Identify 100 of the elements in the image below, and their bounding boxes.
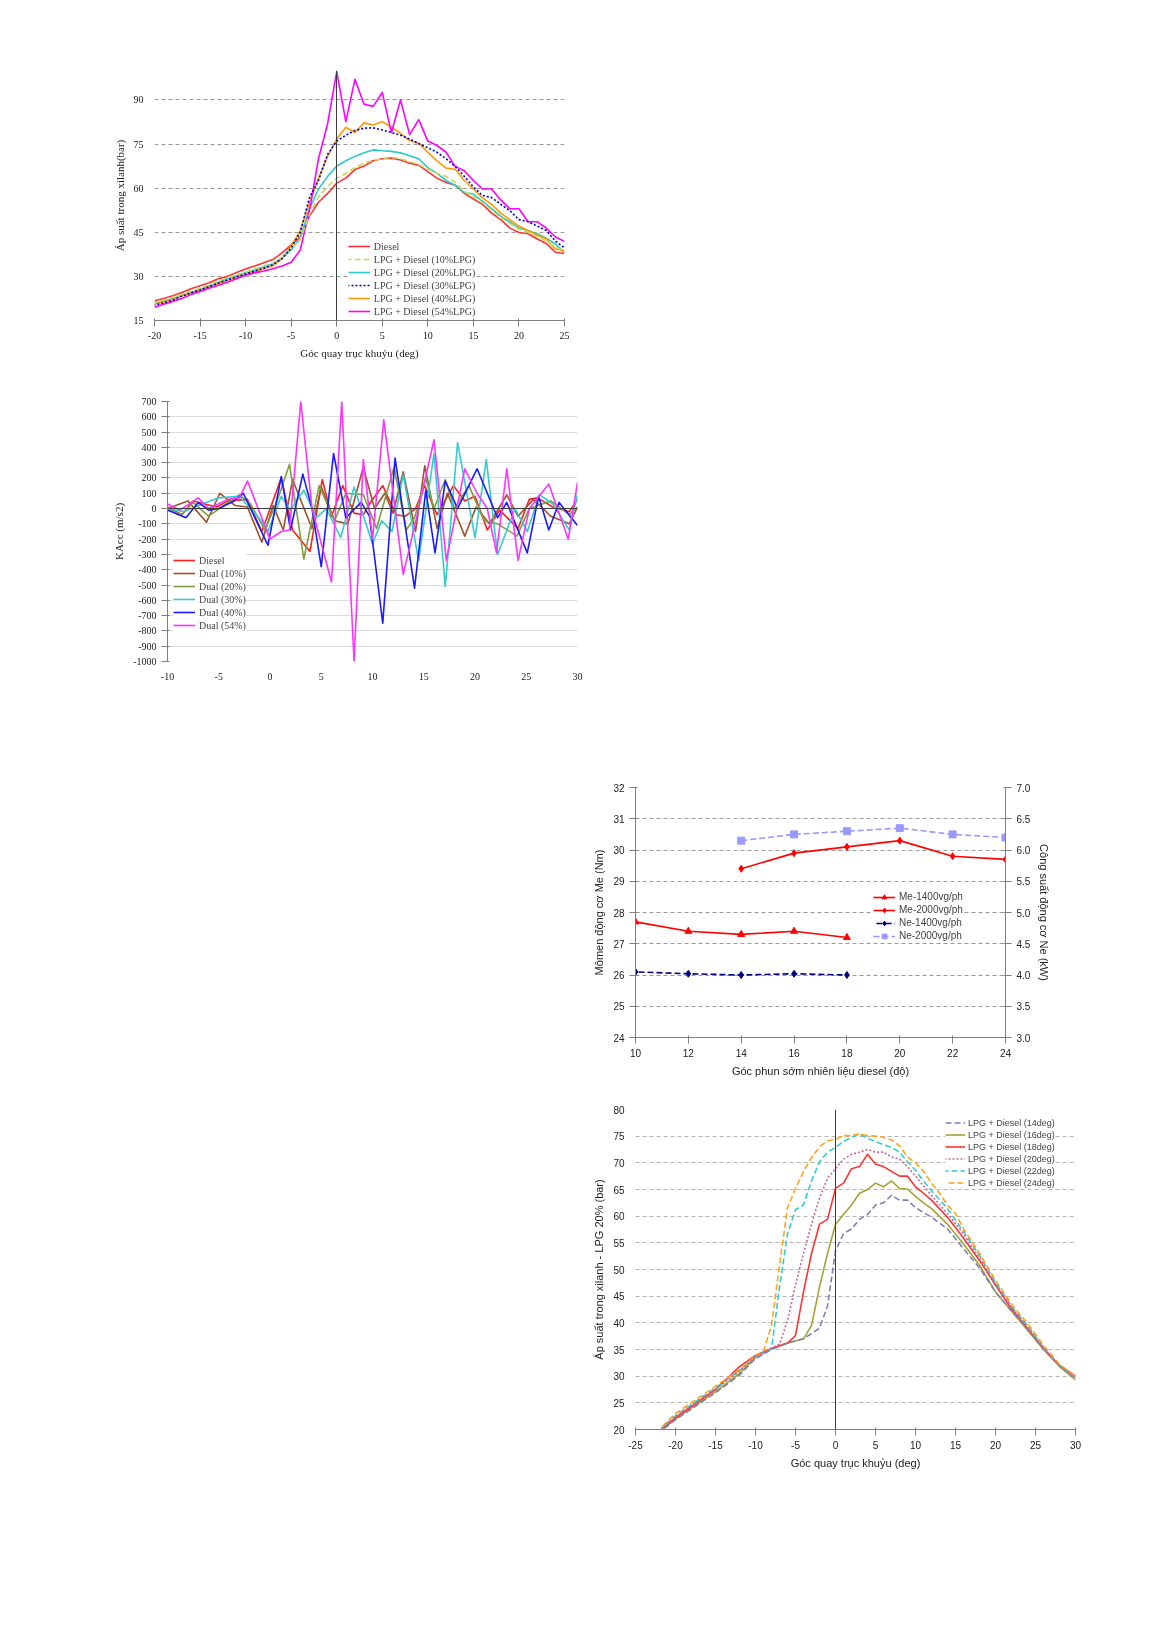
y-tick-label: -900 bbox=[138, 640, 157, 652]
x-tick-label: 0 bbox=[832, 1439, 839, 1451]
y-tick-label: 80 bbox=[613, 1104, 625, 1116]
y-tick-label: 65 bbox=[613, 1184, 625, 1196]
y-tick-label: 30 bbox=[613, 1371, 625, 1383]
y-tick-label: 25 bbox=[613, 1397, 625, 1409]
legend-label: LPG + Diesel (30%LPG) bbox=[373, 279, 476, 291]
y-tick-label: 50 bbox=[613, 1264, 625, 1276]
y-tick-label: 60 bbox=[613, 1211, 625, 1223]
legend-label: LPG + Diesel (18deg) bbox=[968, 1141, 1055, 1152]
y-tick-label: -200 bbox=[138, 533, 157, 545]
legend-label: Dual (10%) bbox=[199, 567, 246, 579]
x-tick-label: 10 bbox=[629, 1047, 642, 1059]
legend-label: Dual (40%) bbox=[199, 606, 246, 618]
x-tick-label: -15 bbox=[708, 1439, 724, 1451]
x-tick-label: 24 bbox=[999, 1047, 1012, 1059]
x-tick-label: 22 bbox=[947, 1047, 959, 1059]
y-tick-label: 75 bbox=[133, 138, 144, 150]
y-tick-label: 70 bbox=[613, 1157, 625, 1169]
y-tick-label: 700 bbox=[141, 396, 157, 407]
legend-label: Dual (30%) bbox=[199, 593, 246, 605]
y-tick-label: -800 bbox=[138, 625, 157, 637]
y-tick-label: 100 bbox=[141, 487, 157, 499]
x-tick-label: 5 bbox=[379, 329, 385, 341]
y2-tick-label: 5.0 bbox=[1016, 907, 1031, 919]
y-tick-label: 26 bbox=[613, 970, 625, 981]
x-tick-label: 25 bbox=[521, 670, 532, 682]
legend-label: LPG + Diesel (24deg) bbox=[968, 1177, 1055, 1188]
legend-label: LPG + Diesel (54%LPG) bbox=[373, 305, 476, 317]
y-tick-label: -500 bbox=[138, 579, 157, 591]
x-tick-label: -5 bbox=[214, 670, 223, 682]
y-tick-label: 300 bbox=[141, 457, 157, 469]
y-axis-title: KAcc (m/s2) bbox=[113, 502, 127, 561]
x-tick-label: -10 bbox=[748, 1439, 764, 1451]
x-tick-label: -15 bbox=[193, 329, 207, 341]
y-tick-label: 40 bbox=[613, 1317, 625, 1329]
y-tick-label: 29 bbox=[613, 876, 625, 888]
y2-tick-label: 6.5 bbox=[1016, 813, 1031, 825]
x-tick-label: 12 bbox=[682, 1047, 695, 1059]
y-tick-label: 90 bbox=[133, 94, 144, 106]
x-tick-label: 0 bbox=[334, 329, 340, 341]
y2-tick-label: 5.5 bbox=[1016, 876, 1031, 888]
y-tick-label: -400 bbox=[138, 564, 157, 576]
y-tick-label: 45 bbox=[613, 1291, 625, 1303]
legend-label: Ne-2000vg/ph bbox=[899, 929, 962, 942]
y-tick-label: -100 bbox=[138, 518, 157, 530]
y-tick-label: 30 bbox=[613, 845, 625, 856]
x-axis-title: Góc quay trục khuỷu (deg) bbox=[300, 346, 420, 360]
x-tick-label: 14 bbox=[735, 1047, 748, 1059]
y-tick-label: -1000 bbox=[133, 656, 157, 667]
legend-label: LPG + Diesel (16deg) bbox=[968, 1129, 1055, 1140]
y-tick-label: 45 bbox=[133, 226, 144, 238]
legend-label: Diesel bbox=[373, 240, 400, 252]
y2-tick-label: 3.5 bbox=[1016, 1001, 1031, 1013]
x-tick-label: -25 bbox=[628, 1439, 644, 1451]
y-tick-label: -300 bbox=[138, 548, 157, 560]
x-tick-label: 20 bbox=[470, 670, 480, 682]
y-tick-label: 200 bbox=[141, 472, 157, 484]
y2-tick-label: 6.0 bbox=[1016, 845, 1031, 856]
x-tick-label: 18 bbox=[841, 1047, 853, 1059]
legend-label: Dual (54%) bbox=[199, 619, 246, 631]
y-tick-label: 30 bbox=[133, 270, 144, 282]
y-axis-title: Áp suất trong xilanh(bar) bbox=[113, 139, 127, 252]
x-tick-label: 15 bbox=[418, 670, 429, 682]
legend-label: Dual (20%) bbox=[199, 580, 246, 592]
x-tick-label: 10 bbox=[909, 1439, 922, 1451]
x-tick-label: -10 bbox=[160, 670, 175, 682]
y-tick-label: 25 bbox=[613, 1001, 625, 1013]
y-tick-label: -600 bbox=[138, 594, 157, 606]
legend-label: Me-1400vg/ph bbox=[899, 890, 963, 903]
legend-label: LPG + Diesel (20deg) bbox=[968, 1153, 1055, 1164]
x-tick-label: 5 bbox=[872, 1439, 879, 1451]
x-axis-title: Góc phun sớm nhiên liệu diesel (độ) bbox=[731, 1064, 910, 1077]
y-tick-label: 32 bbox=[613, 782, 625, 794]
y-tick-label: 35 bbox=[613, 1344, 625, 1356]
y-tick-label: 31 bbox=[613, 813, 625, 825]
y-tick-label: 15 bbox=[133, 315, 144, 326]
y-tick-label: 75 bbox=[613, 1131, 625, 1143]
x-axis-title: Góc quay trục khuỷu (deg) bbox=[790, 1456, 921, 1469]
x-tick-label: -5 bbox=[791, 1439, 801, 1451]
y-tick-label: 55 bbox=[613, 1237, 625, 1249]
legend-label: Diesel bbox=[199, 554, 225, 566]
x-tick-label: 5 bbox=[318, 670, 324, 682]
y-tick-label: 500 bbox=[141, 426, 157, 438]
y2-tick-label: 4.5 bbox=[1016, 938, 1031, 950]
x-tick-label: -20 bbox=[668, 1439, 684, 1451]
x-tick-label: -10 bbox=[238, 329, 253, 341]
y2-tick-label: 4.0 bbox=[1016, 970, 1031, 981]
y-tick-label: 28 bbox=[613, 907, 625, 919]
y2-tick-label: 3.0 bbox=[1016, 1032, 1031, 1044]
x-tick-label: 15 bbox=[468, 329, 479, 341]
x-tick-label: 25 bbox=[1029, 1439, 1042, 1451]
x-tick-label: 10 bbox=[367, 670, 378, 682]
x-tick-label: 20 bbox=[989, 1439, 1002, 1451]
x-tick-label: 10 bbox=[422, 329, 433, 341]
y2-tick-label: 7.0 bbox=[1016, 782, 1031, 794]
x-tick-label: 15 bbox=[949, 1439, 962, 1451]
y2-axis-title: Công suất động cơ Ne (kW) bbox=[1038, 844, 1051, 981]
x-tick-label: 16 bbox=[788, 1047, 801, 1059]
y-tick-label: 600 bbox=[141, 411, 157, 423]
